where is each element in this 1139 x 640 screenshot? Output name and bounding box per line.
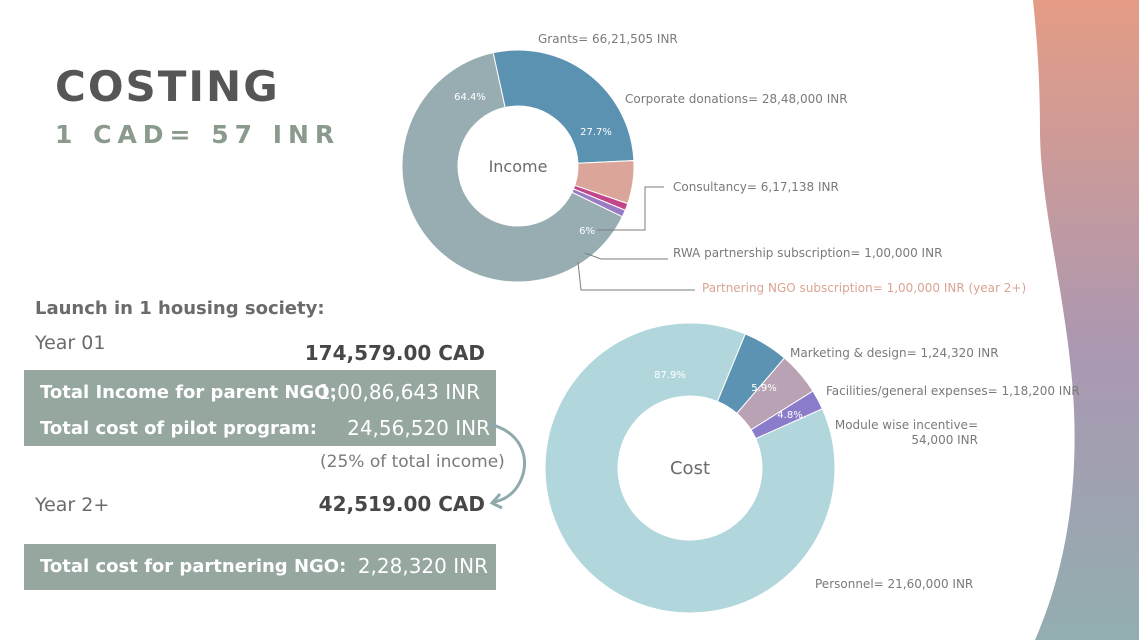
launch-heading: Launch in 1 housing society: [35, 298, 325, 319]
chart0-slice-label-4: Partnering NGO subscription= 1,00,000 IN… [702, 281, 1026, 295]
partner-cost-label: Total cost for partnering NGO: [40, 556, 347, 577]
year1-label: Year 01 [35, 332, 106, 354]
curved-arrow-icon [487, 422, 526, 510]
chart1-center-label: Cost [670, 458, 710, 479]
page-title: COSTING [55, 62, 280, 111]
chart1-pct-label-1: 5.9% [751, 383, 776, 394]
chart0-pct-label-1: 27.7% [580, 127, 612, 138]
partner-cost-value: 2,28,320 INR [357, 554, 488, 578]
income-value: 1,00,86,643 INR [318, 380, 480, 404]
chart0-slice-label-3: RWA partnership subscription= 1,00,000 I… [673, 246, 942, 260]
year2-summary-box: Total cost for partnering NGO: 2,28,320 … [24, 544, 496, 590]
year1-amount: 174,579.00 CAD [304, 341, 485, 365]
pilot-cost-note: (25% of total income) [320, 452, 505, 472]
year2-amount: 42,519.00 CAD [318, 492, 485, 516]
chart0-leader-line-2 [597, 186, 664, 231]
chart1-pct-label-0: 87.9% [654, 370, 686, 381]
chart1-slice-label-0: Personnel= 21,60,000 INR [815, 577, 973, 591]
chart1-hole [618, 396, 762, 540]
chart0-slice-label-2: Consultancy= 6,17,138 INR [673, 180, 839, 194]
chart1-pct-label-2: 4.8% [777, 410, 802, 421]
chart1-slice-label-3: 54,000 INR [911, 433, 978, 447]
chart1-slice-label-3: Module wise incentive= [835, 418, 978, 432]
chart1-slice-label-2: Facilities/general expenses= 1,18,200 IN… [826, 384, 1080, 398]
income-label: Total Income for parent NGO: [40, 382, 337, 403]
chart0-slice-label-1: Corporate donations= 28,48,000 INR [625, 92, 848, 106]
chart0-pct-label-2: 6% [579, 226, 595, 237]
chart0-slice-label-0: Grants= 66,21,505 INR [538, 32, 678, 46]
chart1-slice-label-1: Marketing & design= 1,24,320 INR [790, 346, 999, 360]
chart0-center-label: Income [489, 157, 548, 176]
pilot-cost-value: 24,56,520 INR [347, 416, 490, 440]
chart0-pct-label-0: 64.4% [454, 92, 486, 103]
year1-summary-box: Total Income for parent NGO: 1,00,86,643… [24, 370, 496, 446]
chart0-leader-line-3 [584, 252, 668, 260]
exchange-rate-subtitle: 1 CAD= 57 INR [55, 120, 341, 149]
pilot-cost-label: Total cost of pilot program: [40, 418, 317, 439]
chart0-hole [458, 106, 578, 226]
year2-label: Year 2+ [35, 494, 110, 516]
chart0-leader-line-4 [577, 261, 695, 291]
